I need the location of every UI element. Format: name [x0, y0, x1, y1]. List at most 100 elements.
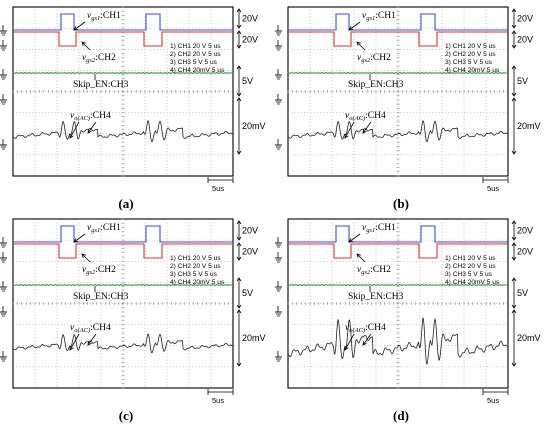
ground-marker-icon — [275, 69, 282, 80]
ground-marker-icon — [0, 306, 7, 317]
arrow-up-icon — [236, 97, 242, 102]
arrow-down-icon — [511, 304, 517, 309]
channel-settings-legend: 1) CH1 20 V 5 us2) CH2 20 V 5 us3) CH3 5… — [445, 255, 500, 286]
label-main: v — [87, 223, 92, 233]
channel-scale-label: 20mV — [517, 121, 541, 131]
trace-ch2 — [13, 243, 233, 259]
channel-scale-label: 20V — [517, 247, 533, 257]
channel-scale-label: 5V — [517, 288, 528, 298]
trace-ch3 — [12, 72, 234, 74]
arrow-head-icon — [69, 133, 74, 139]
annotation-arrow — [356, 41, 366, 51]
annotation-arrow — [69, 121, 80, 139]
ground-marker-icon — [275, 25, 282, 36]
arrow-down-icon — [236, 44, 242, 49]
panel-caption: (c) — [119, 408, 133, 423]
label-suffix: :CH2 — [370, 53, 391, 63]
arrow-up-icon — [511, 242, 517, 247]
annotation-arrow — [69, 333, 80, 351]
label-sub: gs2 — [86, 269, 96, 276]
panel-caption: (d) — [393, 408, 409, 423]
label-suffix: :CH4 — [90, 323, 111, 333]
label-main: v — [357, 265, 362, 275]
arrow-down-icon — [236, 362, 242, 367]
label-sub: gs2 — [86, 57, 96, 64]
label-ch4: vo(AC):CH4 — [345, 323, 386, 334]
panel-caption: (b) — [393, 196, 409, 211]
trace-ch1 — [288, 225, 508, 243]
channel-scale-label: 20V — [517, 35, 533, 45]
arrow-up-icon — [511, 277, 517, 282]
oscilloscope-panel: 20V20V5V20mVvgs1:CH1vgs2:CH2Skip_EN:CH3v… — [0, 218, 266, 423]
ground-marker-icon — [275, 252, 282, 263]
ground-marker-icon — [275, 94, 282, 105]
label-main: v — [87, 11, 92, 21]
channel-settings-legend: 1) CH1 20 V 5 us2) CH2 20 V 5 us3) CH3 5… — [170, 43, 225, 74]
arrow-up-icon — [236, 242, 242, 247]
annotation-arrow — [73, 21, 86, 31]
label-suffix: :CH1 — [375, 223, 396, 233]
annotation-arrow — [356, 253, 366, 263]
arrow-up-icon — [511, 220, 517, 225]
settings-line: 3) CH3 5 V 5 us — [170, 59, 218, 66]
label-sub: gs2 — [361, 57, 371, 64]
channel-scale-label: 20V — [517, 226, 533, 236]
annotation-arrow — [87, 121, 97, 134]
ground-marker-icon — [275, 40, 282, 51]
label-sub: o(AC) — [74, 327, 90, 334]
ground-marker-icon — [275, 281, 282, 292]
label-ch3: Skip_EN:CH3 — [73, 80, 129, 90]
arrow-down-icon — [236, 236, 242, 241]
annotation-arrow — [87, 333, 97, 346]
arrow-up-icon — [511, 8, 517, 13]
settings-line: 2) CH2 20 V 5 us — [170, 263, 221, 270]
oscilloscope-panel: 20V20V5V20mVvgs1:CH1vgs2:CH2Skip_EN:CH3v… — [0, 6, 266, 211]
ground-marker-icon — [0, 25, 7, 36]
label-suffix: :CH1 — [100, 11, 121, 21]
label-main: v — [70, 111, 75, 121]
label-main: v — [82, 265, 87, 275]
arrow-head-icon — [356, 253, 361, 258]
arrow-up-icon — [236, 30, 242, 35]
label-sub: o(AC) — [349, 327, 365, 334]
settings-line: 2) CH2 20 V 5 us — [170, 51, 221, 58]
label-ch2: vgs2:CH2 — [82, 265, 116, 276]
settings-line: 3) CH3 5 V 5 us — [445, 271, 493, 278]
time-scale-label: 5us — [487, 184, 499, 193]
arrow-up-icon — [236, 220, 242, 225]
arrow-head-icon — [69, 345, 74, 351]
ground-marker-icon — [0, 351, 7, 362]
arrow-up-icon — [511, 97, 517, 102]
annotation-arrow — [344, 121, 355, 139]
settings-line: 3) CH3 5 V 5 us — [445, 59, 493, 66]
trace-ch4 — [287, 316, 509, 366]
arrow-up-icon — [236, 65, 242, 70]
arrow-head-icon — [356, 41, 361, 46]
ground-marker-icon — [0, 69, 7, 80]
trace-ch3 — [287, 72, 509, 74]
label-ch2: vgs2:CH2 — [82, 53, 116, 64]
label-ch4: vo(AC):CH4 — [70, 111, 111, 122]
arrow-up-icon — [236, 309, 242, 314]
time-scale-label: 5us — [212, 184, 224, 193]
arrow-head-icon — [362, 128, 367, 134]
label-ch1: vgs1:CH1 — [362, 11, 396, 22]
ground-marker-icon — [0, 94, 7, 105]
annotation-arrow — [81, 253, 91, 263]
label-ch3: Skip_EN:CH3 — [73, 292, 129, 302]
settings-line: 4) CH4 20mV 5 us — [170, 279, 225, 286]
label-main: v — [357, 53, 362, 63]
annotation-arrow — [362, 121, 372, 134]
arrow-down-icon — [511, 150, 517, 155]
arrow-head-icon — [73, 238, 79, 243]
arrow-up-icon — [511, 30, 517, 35]
label-main: v — [362, 11, 367, 21]
label-main: v — [82, 53, 87, 63]
ground-marker-icon — [275, 139, 282, 150]
arrow-up-icon — [236, 277, 242, 282]
channel-scale-label: 5V — [242, 288, 253, 298]
arrow-head-icon — [348, 26, 354, 31]
arrow-down-icon — [236, 24, 242, 29]
label-main: v — [70, 323, 75, 333]
ground-marker-icon — [275, 351, 282, 362]
